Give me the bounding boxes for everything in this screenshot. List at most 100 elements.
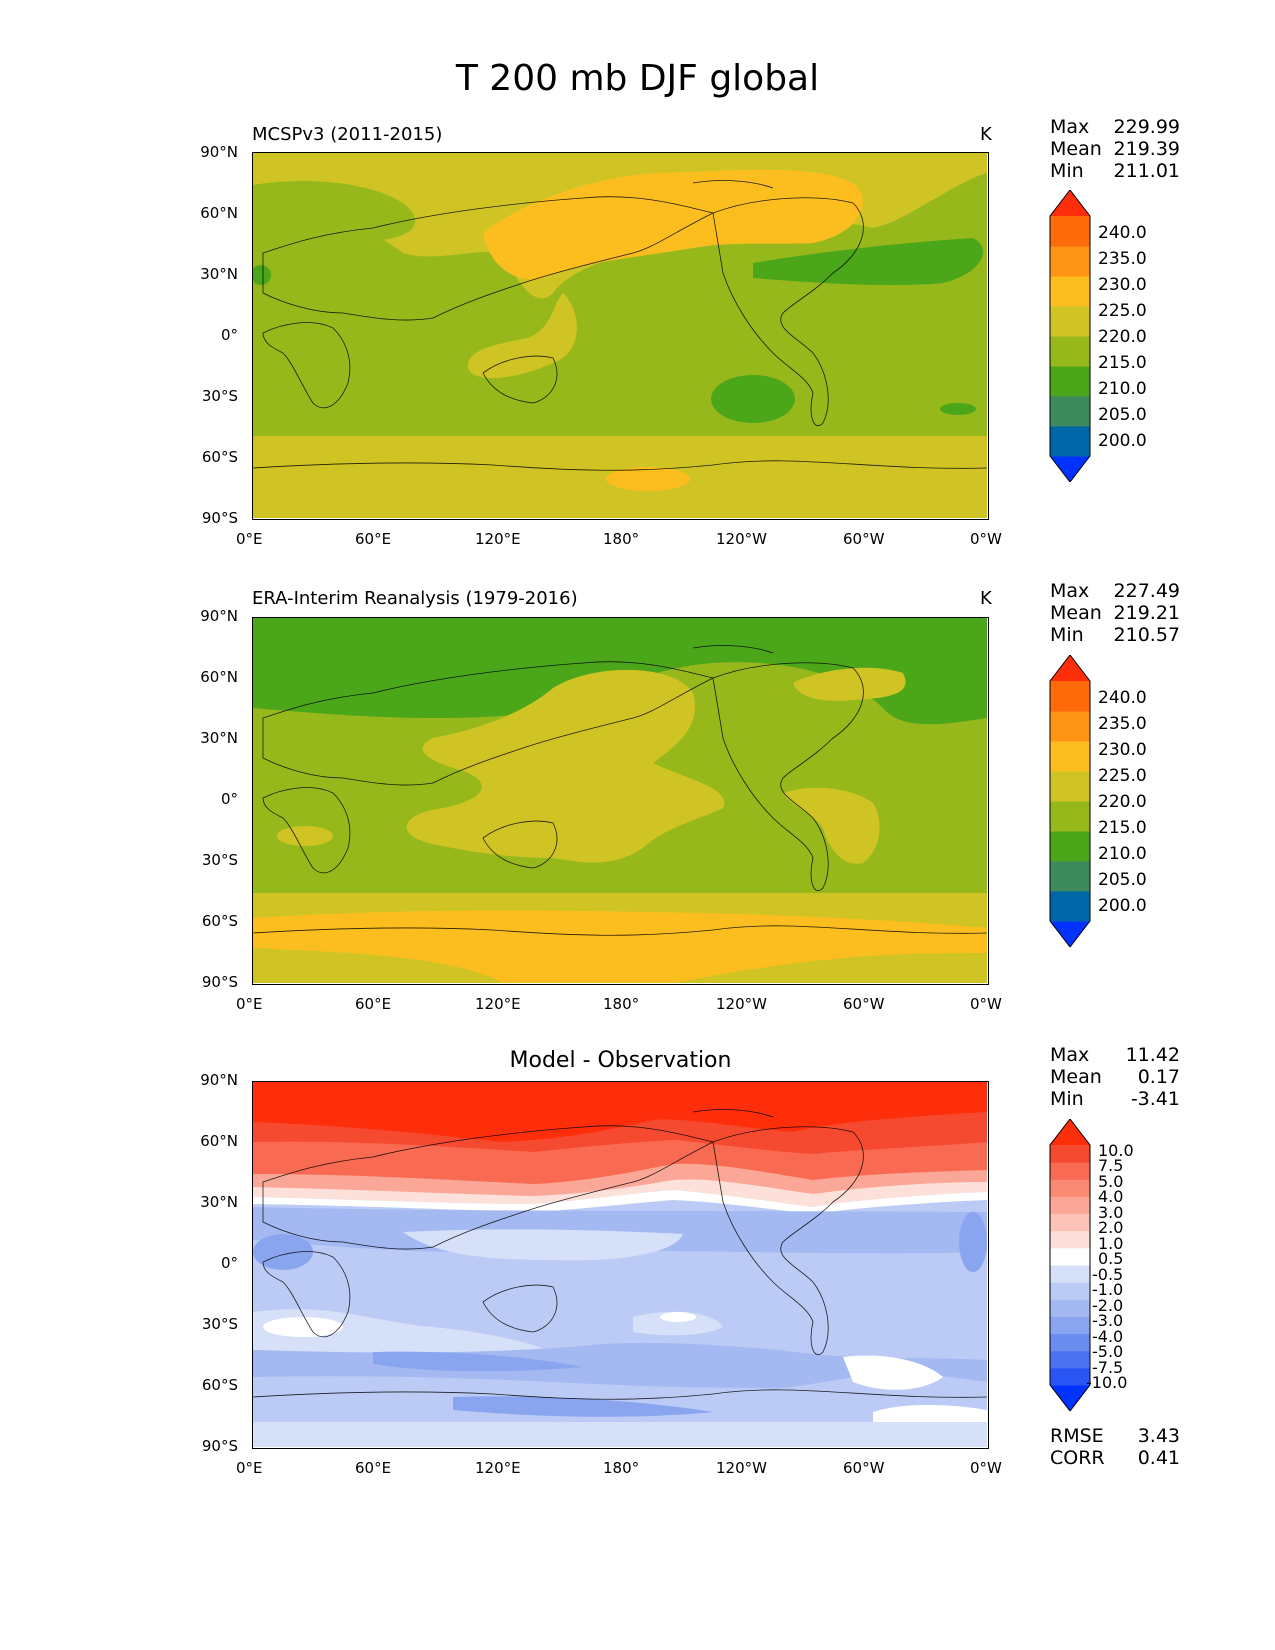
colorbar-diff-segment xyxy=(1050,1247,1090,1266)
colorbar-label: -4.0 xyxy=(1092,1327,1124,1346)
y-tick-label: 60°S xyxy=(201,448,238,466)
colorbar-abs-extension-high xyxy=(1050,190,1090,216)
colorbar-label: 1.0 xyxy=(1098,1234,1124,1253)
y-tick-label: 30°N xyxy=(200,265,238,283)
colorbar-diff-segment xyxy=(1050,1230,1090,1249)
stat-value: 11.42 xyxy=(1125,1044,1180,1066)
colorbar-label: 210.0 xyxy=(1098,844,1147,864)
stat-label: Mean xyxy=(1050,602,1102,624)
metric-value: 3.43 xyxy=(1137,1425,1180,1447)
stats-box: Max 11.42 Mean 0.17 Min -3.41 xyxy=(1050,1044,1180,1110)
colorbar-abs-segment xyxy=(1050,426,1090,457)
y-tick-label: 90°S xyxy=(201,509,238,527)
colorbar-label: 235.0 xyxy=(1098,714,1147,734)
x-tick-label: 180° xyxy=(603,1459,640,1477)
colorbar xyxy=(1048,1118,1092,1415)
stat-label: Min xyxy=(1050,624,1084,646)
panel-subtitle: ERA-Interim Reanalysis (1979-2016) xyxy=(252,588,578,609)
colorbar-label: 205.0 xyxy=(1098,870,1147,890)
colorbar-abs-extension-low xyxy=(1050,456,1090,482)
colorbar-abs-segment xyxy=(1050,831,1090,862)
metric-label: RMSE xyxy=(1050,1425,1104,1447)
colorbar-diff-segment xyxy=(1050,1333,1090,1352)
colorbar-label: -10.0 xyxy=(1086,1373,1128,1392)
colorbar-label: 200.0 xyxy=(1098,896,1147,916)
colorbar-label: 205.0 xyxy=(1098,405,1147,425)
colorbar-abs-segment xyxy=(1050,771,1090,802)
colorbar-abs-segment xyxy=(1050,216,1090,247)
x-tick-label: 60°E xyxy=(355,995,392,1013)
colorbar-diff-segment xyxy=(1050,1145,1090,1163)
colorbar-label: 235.0 xyxy=(1098,249,1147,269)
colorbar-label: -0.5 xyxy=(1092,1265,1124,1284)
colorbar-label: 10.0 xyxy=(1098,1141,1134,1160)
y-tick-label: 30°S xyxy=(201,387,238,405)
map-model xyxy=(252,152,989,520)
colorbar-label: 230.0 xyxy=(1098,275,1147,295)
y-tick-label: 60°N xyxy=(200,668,238,686)
colorbar-label: -5.0 xyxy=(1092,1342,1124,1361)
x-tick-label: 60°E xyxy=(355,1459,392,1477)
x-tick-label: 60°E xyxy=(355,530,392,548)
stat-value: 227.49 xyxy=(1113,580,1180,602)
colorbar-abs-segment xyxy=(1050,681,1090,712)
y-tick-label: 90°S xyxy=(201,1437,238,1455)
colorbar-diff-segment xyxy=(1050,1316,1090,1335)
colorbar-abs-1 xyxy=(1049,654,1091,948)
colorbar-label: 4.0 xyxy=(1098,1187,1124,1206)
colorbar-label: 5.0 xyxy=(1098,1172,1124,1191)
colorbar-label: 0.5 xyxy=(1098,1249,1124,1268)
colorbar-abs-segment xyxy=(1050,276,1090,307)
stat-label: Max xyxy=(1050,116,1090,138)
metric-value: 0.41 xyxy=(1137,1447,1180,1469)
map-difference xyxy=(252,1081,989,1449)
colorbar-label: 2.0 xyxy=(1098,1218,1124,1237)
stat-label: Mean xyxy=(1050,1066,1102,1088)
units-label: K xyxy=(980,124,992,145)
x-tick-label: 0°W xyxy=(970,530,1002,548)
y-tick-label: 0° xyxy=(220,790,238,808)
map-observation-field xyxy=(253,618,987,983)
stat-label: Min xyxy=(1050,1088,1084,1110)
x-tick-label: 120°E xyxy=(475,995,521,1013)
colorbar-label: 200.0 xyxy=(1098,431,1147,451)
stats-box: Max 229.99 Mean 219.39 Min 211.01 xyxy=(1050,116,1180,182)
stat-value: 219.21 xyxy=(1113,602,1180,624)
colorbar-diff-segment xyxy=(1050,1179,1090,1197)
y-tick-label: 60°N xyxy=(200,204,238,222)
y-tick-label: 0° xyxy=(220,1254,238,1272)
colorbar-label: 210.0 xyxy=(1098,379,1147,399)
colorbar-label: 3.0 xyxy=(1098,1203,1124,1222)
x-tick-label: 0°E xyxy=(236,530,263,548)
stat-value: 210.57 xyxy=(1113,624,1180,646)
colorbar-diff-segment xyxy=(1050,1350,1090,1369)
stat-value: 219.39 xyxy=(1113,138,1180,160)
x-tick-label: 120°E xyxy=(475,1459,521,1477)
x-tick-label: 0°E xyxy=(236,1459,263,1477)
x-tick-label: 60°W xyxy=(843,995,885,1013)
colorbar-abs-extension-high xyxy=(1050,655,1090,681)
units-label: K xyxy=(980,588,992,609)
y-tick-label: 60°S xyxy=(201,912,238,930)
colorbar-abs-segment xyxy=(1050,396,1090,427)
colorbar-abs-segment xyxy=(1050,891,1090,922)
x-tick-label: 60°W xyxy=(843,530,885,548)
y-tick-label: 30°S xyxy=(201,1315,238,1333)
stat-value: 211.01 xyxy=(1113,160,1180,182)
colorbar-label: 240.0 xyxy=(1098,223,1147,243)
colorbar-abs-extension-low xyxy=(1050,921,1090,947)
x-tick-label: 0°W xyxy=(970,1459,1002,1477)
panel-subtitle: MCSPv3 (2011-2015) xyxy=(252,124,443,145)
colorbar-label: 7.5 xyxy=(1098,1156,1124,1175)
x-tick-label: 0°W xyxy=(970,995,1002,1013)
stat-value: 0.17 xyxy=(1137,1066,1180,1088)
colorbar-label: 225.0 xyxy=(1098,301,1147,321)
colorbar-label: 220.0 xyxy=(1098,792,1147,812)
colorbar-diff-segment xyxy=(1050,1367,1090,1386)
colorbar-diff-extension-low xyxy=(1050,1385,1090,1411)
metric-label: CORR xyxy=(1050,1447,1105,1469)
colorbar-diff-extension-high xyxy=(1050,1119,1090,1145)
x-tick-label: 120°E xyxy=(475,530,521,548)
colorbar-diff-segment xyxy=(1050,1282,1090,1300)
colorbar-label: -2.0 xyxy=(1092,1296,1124,1315)
